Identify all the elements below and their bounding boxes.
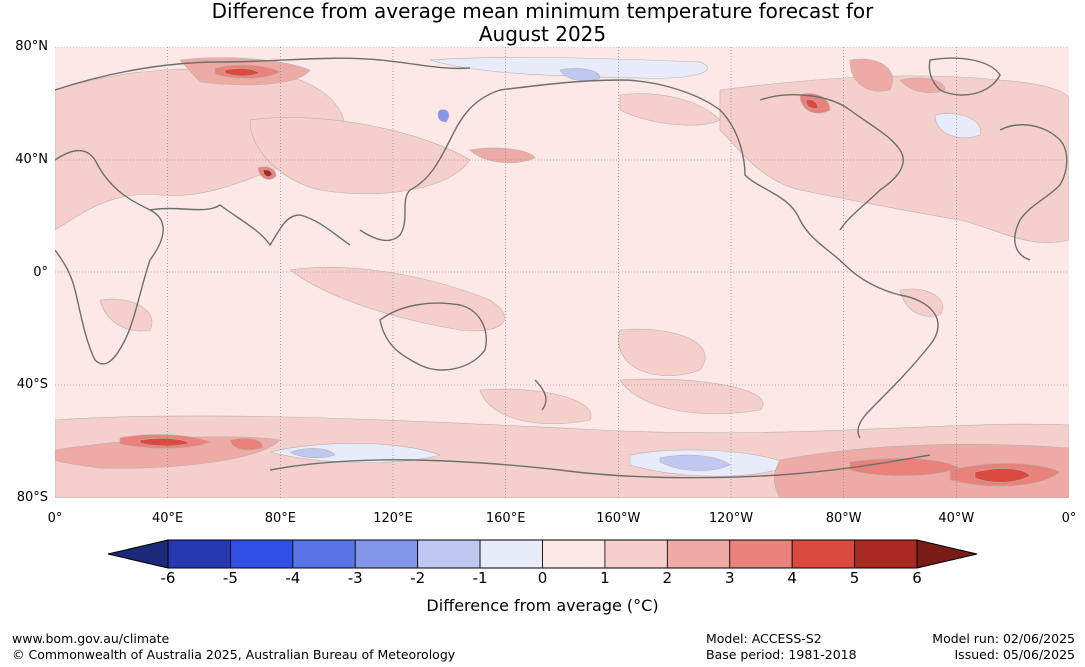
colorbar-tick-label: 5 — [849, 569, 860, 587]
longitude-label: 80°W — [825, 511, 862, 526]
footer-model-info: Model: ACCESS-S2 Base period: 1981-2018 — [706, 631, 857, 663]
longitude-label: 120°W — [708, 511, 754, 526]
colorbar-tick-label: 4 — [787, 569, 797, 587]
footer-dates: Model run: 02/06/2025 Issued: 05/06/2025 — [932, 631, 1075, 663]
colorbar-cell — [729, 539, 793, 569]
title-line-2: August 2025 — [478, 22, 607, 46]
anomaly-regions — [55, 57, 1069, 498]
latitude-label: 0° — [33, 264, 48, 280]
model-name: Model: ACCESS-S2 — [706, 631, 822, 646]
colorbar-tick-label: -6 — [160, 569, 176, 587]
longitude-label: 40°W — [938, 511, 975, 526]
colorbar-cell — [604, 539, 668, 569]
latitude-label: 40°S — [16, 377, 48, 393]
site-url: www.bom.gov.au/climate — [12, 631, 170, 646]
latitude-label: 40°N — [15, 151, 48, 167]
colorbar-cell — [479, 539, 543, 569]
colorbar-tick-label: -5 — [222, 569, 238, 587]
colorbar-cells — [167, 539, 918, 569]
longitude-label: 40°E — [152, 511, 184, 526]
longitude-label: 160°W — [596, 511, 641, 526]
colorbar-cell — [292, 539, 356, 569]
longitude-label: 120°E — [373, 511, 413, 526]
colorbar-tick-label: -1 — [472, 569, 488, 587]
latitude-label: 80°N — [15, 39, 48, 54]
colorbar-tick-label: 1 — [600, 569, 610, 587]
colorbar-low-extension — [107, 539, 169, 569]
colorbar-cell — [417, 539, 481, 569]
colorbar-label: Difference from average (°C) — [426, 596, 659, 615]
colorbar-cell — [854, 539, 918, 569]
map-canvas — [55, 47, 1069, 498]
latitude-label: 80°S — [16, 490, 48, 505]
colorbar-cell — [167, 539, 231, 569]
colorbar-cell — [354, 539, 419, 569]
colorbar-high-extension — [916, 539, 978, 569]
copyright-text: © Commonwealth of Australia 2025, Austra… — [12, 647, 456, 662]
colorbar-tick-label: -3 — [347, 569, 363, 587]
colorbar-tick-label: 2 — [662, 569, 673, 587]
longitude-label: 0° — [1061, 511, 1077, 526]
colorbar-tick-label: -4 — [285, 569, 301, 587]
colorbar-cell — [230, 539, 294, 569]
base-period: Base period: 1981-2018 — [706, 647, 857, 662]
colorbar-cell — [666, 539, 731, 569]
gridlines — [55, 47, 1069, 498]
model-run-date: Model run: 02/06/2025 — [932, 631, 1075, 646]
colorbar-tick-label: 0 — [537, 569, 548, 587]
colorbar-tick-label: 6 — [912, 569, 922, 587]
longitude-label: 160°E — [485, 511, 526, 526]
longitude-label: 0° — [47, 511, 63, 526]
colorbar-cell — [791, 539, 855, 569]
colorbar-tick-label: 3 — [724, 569, 735, 587]
issued-date: Issued: 05/06/2025 — [954, 647, 1076, 662]
longitude-label: 80°E — [264, 511, 296, 526]
footer-left: www.bom.gov.au/climate © Commonwealth of… — [12, 631, 455, 663]
coastlines — [55, 57, 1068, 479]
colorbar-cell — [542, 539, 606, 569]
title-line-1: Difference from average mean minimum tem… — [211, 0, 874, 23]
colorbar-frame — [167, 539, 918, 569]
colorbar-tick-label: -2 — [410, 569, 426, 587]
map-title: Difference from average mean minimum tem… — [0, 0, 1085, 46]
